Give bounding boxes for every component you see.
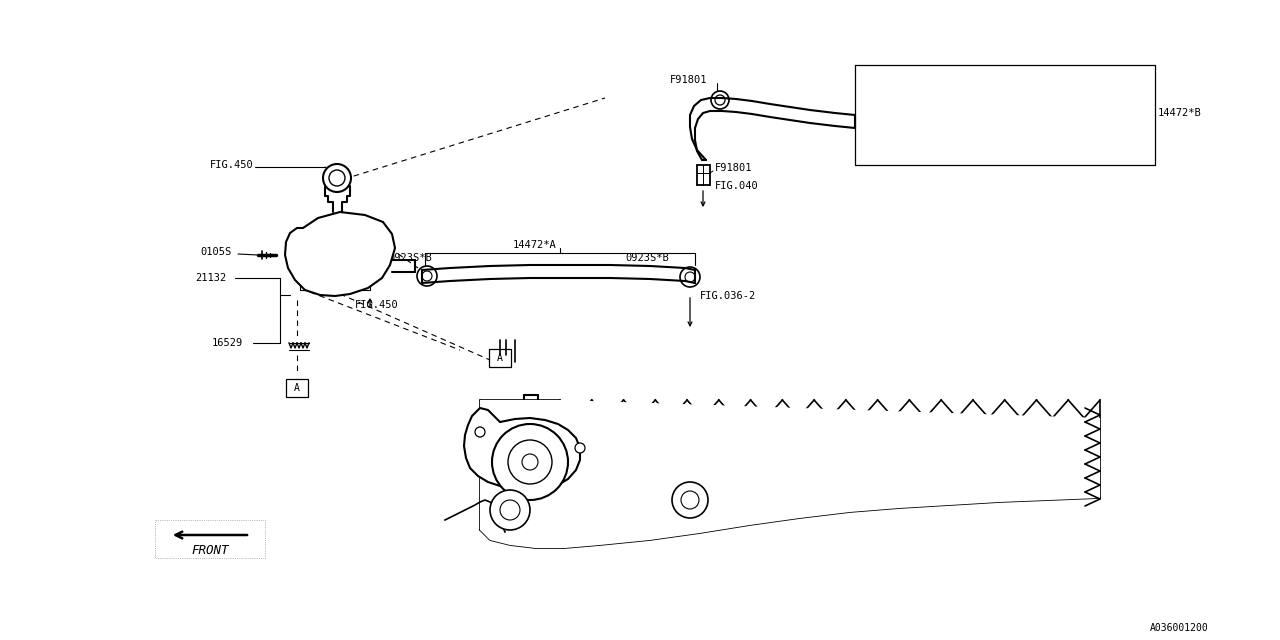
Circle shape <box>490 490 530 530</box>
Text: 0923S*B: 0923S*B <box>388 253 431 263</box>
Text: A: A <box>294 383 300 393</box>
Circle shape <box>672 482 708 518</box>
Text: 21132: 21132 <box>195 273 227 283</box>
Text: FRONT: FRONT <box>191 543 229 557</box>
Text: 14472*A: 14472*A <box>513 240 557 250</box>
Text: A: A <box>497 353 503 363</box>
Polygon shape <box>480 400 1100 548</box>
Circle shape <box>417 266 436 286</box>
Text: 0105S: 0105S <box>200 247 232 257</box>
Circle shape <box>575 443 585 453</box>
Circle shape <box>323 164 351 192</box>
Polygon shape <box>465 408 580 489</box>
Text: 0923S*B: 0923S*B <box>625 253 668 263</box>
Text: 16529: 16529 <box>212 338 243 348</box>
Text: FIG.450: FIG.450 <box>210 160 253 170</box>
Text: F91801: F91801 <box>716 163 753 173</box>
Circle shape <box>710 91 730 109</box>
Polygon shape <box>285 212 396 296</box>
Text: A036001200: A036001200 <box>1149 623 1208 633</box>
Text: FIG.040: FIG.040 <box>716 181 759 191</box>
Circle shape <box>475 427 485 437</box>
Text: F91801: F91801 <box>669 75 708 85</box>
Text: FIG.450: FIG.450 <box>355 300 399 310</box>
Circle shape <box>680 267 700 287</box>
Text: FIG.036-2: FIG.036-2 <box>700 291 756 301</box>
Text: 14472*B: 14472*B <box>1158 108 1202 118</box>
Circle shape <box>492 424 568 500</box>
